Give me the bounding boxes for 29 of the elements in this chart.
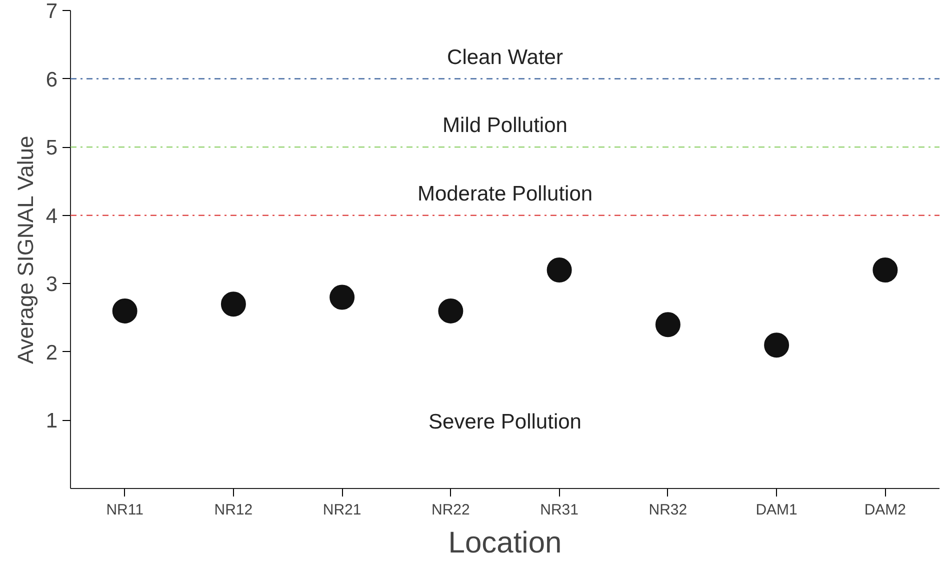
y-tick-label: 6 [46,68,58,92]
y-tick-label: 1 [46,410,58,433]
point [220,292,246,317]
point [872,258,898,282]
x-tick-label: NR21 [322,502,362,518]
x-tick-label: NR22 [432,502,470,518]
ref-line-label: Moderate Pollution [417,182,593,206]
y-tick-label: 5 [46,136,58,160]
y-tick-label: 2 [46,341,58,364]
point [655,312,680,338]
point [438,298,464,324]
ref-line-label: Clean Water [447,46,563,69]
y-axis-title: Average SIGNAL Value [12,136,38,364]
y-tick-label: 4 [46,204,58,228]
point [764,332,790,358]
point [546,258,572,282]
ref-line-label: Mild Pollution [442,114,568,138]
point [112,298,138,324]
x-tick-label: DAM1 [756,502,798,518]
x-tick-label: DAM2 [864,502,906,518]
point [330,284,355,310]
x-tick-label: NR32 [648,502,688,518]
x-tick-label: NR31 [540,502,578,518]
y-tick-label: 7 [46,0,58,23]
y-tick-label: 3 [46,273,58,296]
x-tick-label: NR11 [106,502,144,518]
annotation: Severe Pollution [428,410,582,434]
x-axis-title: Location [448,526,562,560]
x-tick-label: NR12 [214,502,253,518]
